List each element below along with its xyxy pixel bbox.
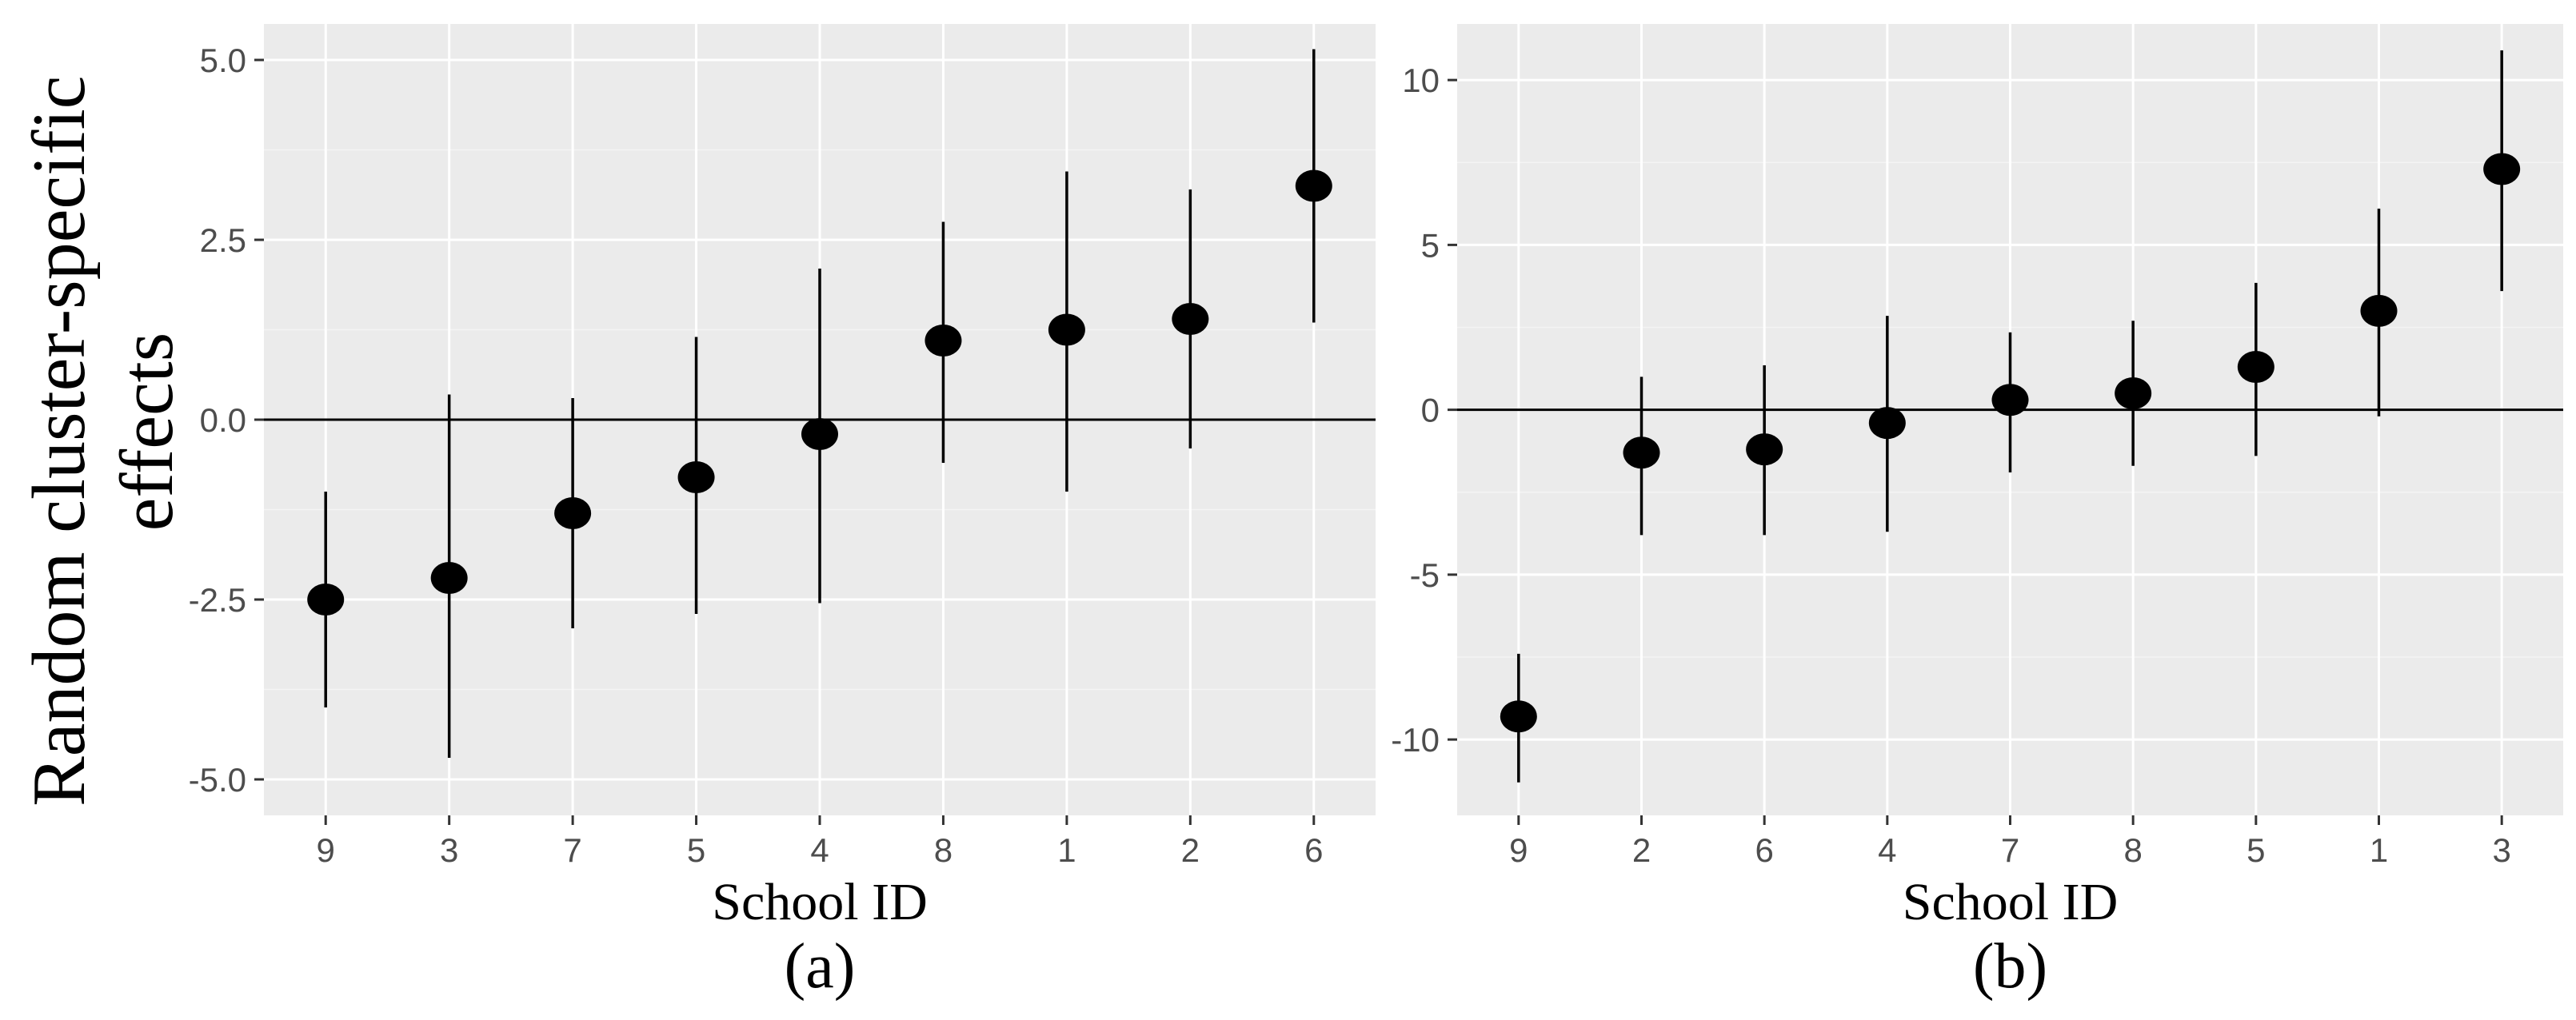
x-axis-title: School ID bbox=[1903, 873, 2118, 931]
y-tick-label: -10 bbox=[1391, 721, 1440, 759]
x-tick-label: 9 bbox=[317, 831, 335, 869]
x-tick-label: 3 bbox=[2492, 831, 2510, 869]
x-tick-label: 8 bbox=[934, 831, 953, 869]
data-point bbox=[2360, 294, 2398, 327]
y-tick-label: 5.0 bbox=[200, 42, 246, 79]
data-point bbox=[554, 497, 592, 529]
x-tick-label: 5 bbox=[2247, 831, 2265, 869]
x-tick-label: 7 bbox=[563, 831, 581, 869]
x-axis-title: School ID bbox=[712, 873, 927, 931]
y-axis-title: Random cluster-specific effects bbox=[18, 57, 189, 807]
x-tick-label: 9 bbox=[1509, 831, 1528, 869]
data-point bbox=[1623, 436, 1660, 469]
panel-label: (a) bbox=[785, 931, 856, 1002]
x-tick-label: 5 bbox=[687, 831, 705, 869]
data-point bbox=[1048, 313, 1085, 346]
data-point bbox=[1172, 303, 1209, 335]
x-tick-label: 4 bbox=[1878, 831, 1896, 869]
panel-b: -10 -5 0 5 10 9 2 6 4 7 8 5 1 3 School ID(b) bbox=[1391, 24, 2563, 1002]
y-tick-label: -5 bbox=[1410, 556, 1440, 594]
y-tick-label: 5 bbox=[1421, 226, 1440, 264]
y-tick-label: 2.5 bbox=[200, 221, 246, 259]
x-tick-label: 6 bbox=[1755, 831, 1773, 869]
y-tick-label: 10 bbox=[1402, 62, 1440, 99]
data-point bbox=[307, 584, 345, 616]
x-tick-label: 6 bbox=[1304, 831, 1323, 869]
data-point bbox=[1746, 433, 1783, 466]
y-tick-label: 0.0 bbox=[200, 401, 246, 439]
x-tick-label: 8 bbox=[2123, 831, 2142, 869]
data-point bbox=[2483, 153, 2521, 185]
data-point bbox=[801, 418, 838, 450]
data-point bbox=[2115, 377, 2152, 409]
y-tick-label: -5.0 bbox=[189, 761, 246, 799]
y-tick-label: 0 bbox=[1421, 392, 1440, 429]
x-tick-label: 1 bbox=[2370, 831, 2388, 869]
data-point bbox=[430, 562, 468, 594]
data-point bbox=[677, 461, 715, 493]
x-tick-label: 2 bbox=[1181, 831, 1200, 869]
data-point bbox=[925, 325, 962, 357]
data-point bbox=[2237, 351, 2274, 383]
x-tick-label: 4 bbox=[810, 831, 829, 869]
x-tick-label: 1 bbox=[1057, 831, 1076, 869]
x-tick-label: 7 bbox=[2001, 831, 2019, 869]
data-point bbox=[1991, 384, 2029, 416]
x-tick-label: 2 bbox=[1632, 831, 1651, 869]
panel-label: (b) bbox=[1973, 931, 2047, 1002]
data-point bbox=[1868, 407, 1906, 440]
data-point bbox=[1295, 169, 1332, 202]
y-tick-label: -2.5 bbox=[189, 581, 246, 619]
x-tick-label: 3 bbox=[440, 831, 458, 869]
data-point bbox=[1500, 700, 1537, 733]
